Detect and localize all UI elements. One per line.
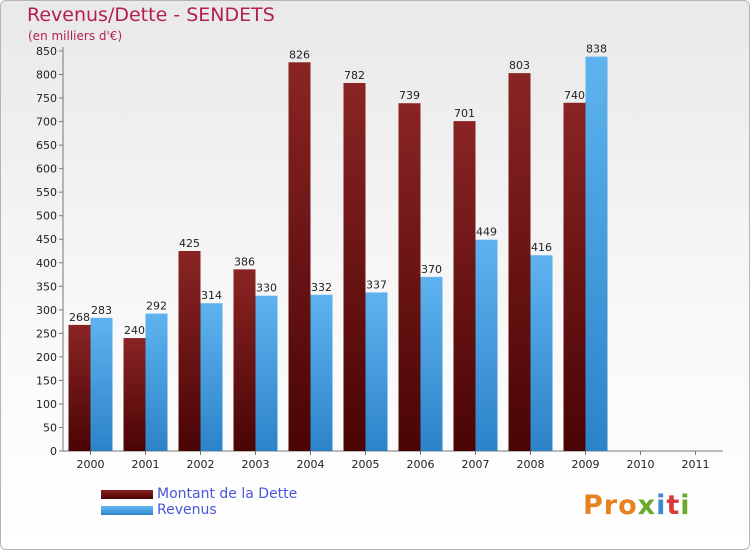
legend-label-revenue: Revenus xyxy=(157,502,217,518)
data-label: 370 xyxy=(421,263,442,276)
y-tick-label: 550 xyxy=(36,186,57,199)
bar-revenue xyxy=(475,239,498,451)
data-label: 292 xyxy=(146,300,167,313)
data-label: 240 xyxy=(124,324,145,337)
bar-debt xyxy=(398,103,421,451)
y-tick-label: 300 xyxy=(36,304,57,317)
y-tick-label: 650 xyxy=(36,139,57,152)
x-tick-label: 2009 xyxy=(572,458,600,471)
data-label: 803 xyxy=(509,59,530,72)
data-label: 701 xyxy=(454,107,475,120)
x-tick-label: 2007 xyxy=(462,458,490,471)
data-label: 416 xyxy=(531,241,552,254)
data-label: 826 xyxy=(289,48,310,61)
y-tick-label: 400 xyxy=(36,257,57,270)
y-tick-label: 500 xyxy=(36,210,57,223)
legend-swatch-revenue xyxy=(101,505,153,515)
y-tick-label: 50 xyxy=(43,421,57,434)
bar-debt xyxy=(178,251,201,451)
data-label: 386 xyxy=(234,255,255,268)
bar-debt xyxy=(453,121,476,451)
legend-label-debt: Montant de la Dette xyxy=(157,486,298,502)
chart-subtitle: (en milliers d'€) xyxy=(28,29,123,43)
data-label: 330 xyxy=(256,282,277,295)
x-tick-label: 2010 xyxy=(627,458,655,471)
bar-debt xyxy=(508,73,531,451)
data-label: 838 xyxy=(586,43,607,56)
y-tick-label: 450 xyxy=(36,233,57,246)
bar-revenue xyxy=(255,295,278,451)
bar-debt xyxy=(68,324,91,451)
y-tick-label: 100 xyxy=(36,398,57,411)
legend-swatch-debt xyxy=(101,489,153,499)
y-tick-label: 750 xyxy=(36,92,57,105)
bar-revenue xyxy=(90,317,113,451)
data-label: 268 xyxy=(69,311,90,324)
x-tick-label: 2003 xyxy=(242,458,270,471)
data-label: 782 xyxy=(344,69,365,82)
proxiti-logo: Proxiti xyxy=(583,490,691,521)
x-tick-label: 2006 xyxy=(407,458,435,471)
y-tick-label: 250 xyxy=(36,327,57,340)
data-label: 425 xyxy=(179,237,200,250)
bar-debt xyxy=(233,269,256,451)
x-tick-label: 2002 xyxy=(187,458,215,471)
chart-title: Revenus/Dette - SENDETS xyxy=(27,4,275,26)
data-label: 337 xyxy=(366,278,387,291)
data-label: 740 xyxy=(564,89,585,102)
y-tick-label: 150 xyxy=(36,374,57,387)
bar-revenue xyxy=(310,294,333,451)
x-tick-label: 2005 xyxy=(352,458,380,471)
y-tick-label: 200 xyxy=(36,351,57,364)
data-label: 449 xyxy=(476,226,497,239)
x-tick-label: 2000 xyxy=(77,458,105,471)
y-tick-label: 350 xyxy=(36,280,57,293)
x-tick-label: 2001 xyxy=(132,458,160,471)
y-tick-label: 700 xyxy=(36,116,57,129)
y-tick-label: 600 xyxy=(36,163,57,176)
x-tick-label: 2008 xyxy=(517,458,545,471)
legend-item-revenue: Revenus xyxy=(101,502,297,518)
bar-revenue xyxy=(530,255,553,451)
bar-revenue xyxy=(200,303,223,451)
x-tick-label: 2004 xyxy=(297,458,325,471)
data-label: 283 xyxy=(91,304,112,317)
data-label: 332 xyxy=(311,281,332,294)
data-label: 314 xyxy=(201,289,222,302)
y-tick-label: 850 xyxy=(36,45,57,58)
y-tick-label: 800 xyxy=(36,69,57,82)
y-tick-label: 0 xyxy=(50,445,57,458)
bar-revenue xyxy=(585,56,608,451)
data-label: 739 xyxy=(399,89,420,102)
legend-item-debt: Montant de la Dette xyxy=(101,486,297,502)
bar-debt xyxy=(563,102,586,451)
bar-revenue xyxy=(145,313,168,451)
legend: Montant de la Dette Revenus xyxy=(101,486,297,518)
bar-revenue xyxy=(420,276,443,451)
bar-revenue xyxy=(365,292,388,451)
x-tick-label: 2011 xyxy=(682,458,710,471)
bar-debt xyxy=(123,338,146,451)
bar-debt xyxy=(288,62,311,451)
bar-debt xyxy=(343,83,366,451)
